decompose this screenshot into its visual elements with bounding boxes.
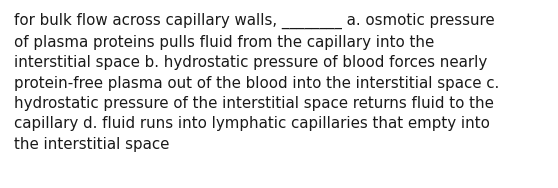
Text: for bulk flow across capillary walls, ________ a. osmotic pressure
of plasma pro: for bulk flow across capillary walls, __… xyxy=(14,13,499,152)
